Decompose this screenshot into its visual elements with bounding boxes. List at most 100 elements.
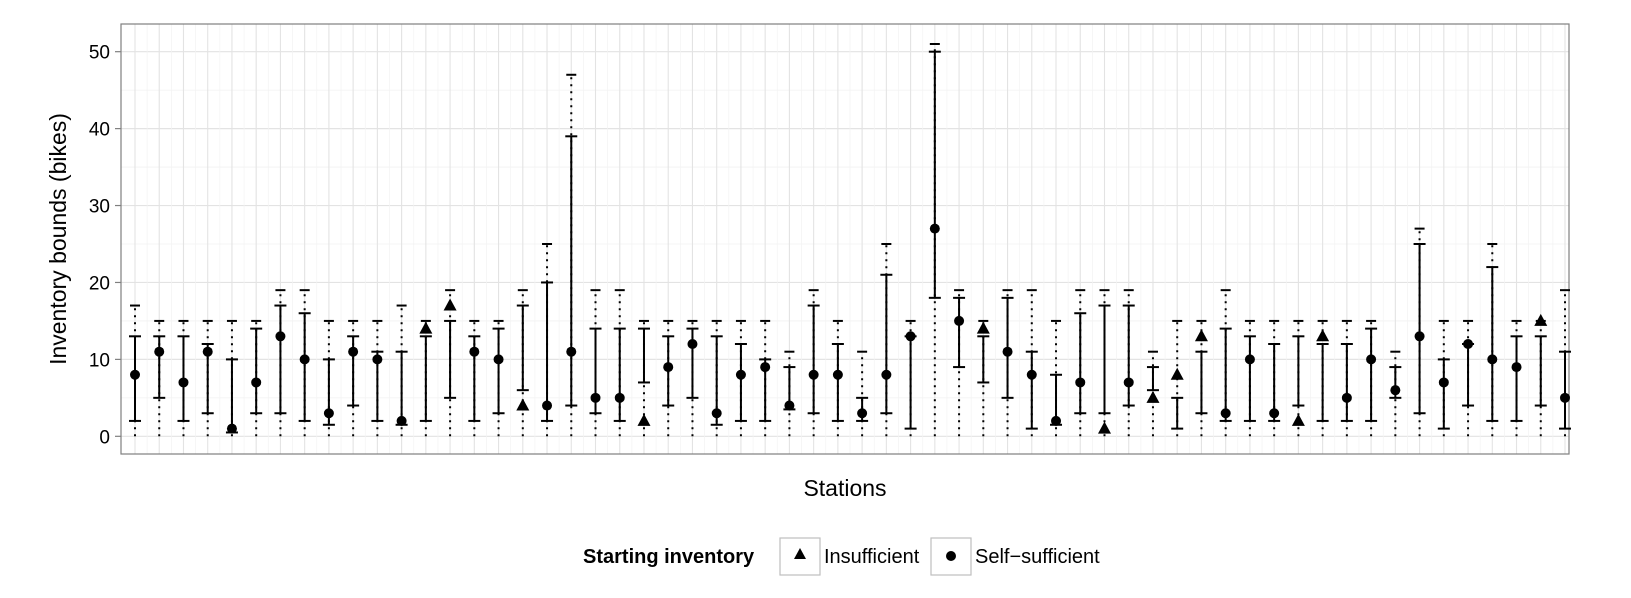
data-layer <box>129 43 1571 437</box>
start-point-circle <box>1438 377 1449 388</box>
station-50 <box>1316 319 1330 437</box>
start-point-circle <box>1366 354 1377 365</box>
station-7 <box>274 289 287 437</box>
start-point-circle <box>251 377 262 388</box>
start-point-circle <box>711 408 722 419</box>
station-51 <box>1340 319 1353 437</box>
station-43 <box>1146 350 1160 437</box>
station-9 <box>322 319 335 437</box>
station-6 <box>250 319 263 437</box>
station-53 <box>1389 350 1402 437</box>
legend-circle-icon <box>946 551 956 561</box>
station-32 <box>880 243 893 437</box>
start-point-circle <box>1051 415 1062 426</box>
station-34 <box>928 43 941 437</box>
station-55 <box>1437 319 1450 437</box>
start-point-circle <box>348 346 359 357</box>
station-17 <box>516 289 530 437</box>
station-11 <box>371 319 384 437</box>
start-point-triangle <box>1170 367 1184 380</box>
start-point-circle <box>760 362 771 373</box>
station-21 <box>613 289 626 437</box>
legend-key-insufficient <box>779 537 821 576</box>
station-45 <box>1194 319 1208 437</box>
station-44 <box>1170 319 1184 437</box>
station-58 <box>1510 319 1523 437</box>
y-axis: 0 10 20 30 40 50 <box>89 43 121 448</box>
start-point-circle <box>493 354 504 365</box>
start-point-circle <box>1511 362 1522 373</box>
start-point-circle <box>1414 331 1425 342</box>
start-point-circle <box>1390 385 1401 396</box>
start-point-triangle <box>516 398 530 411</box>
start-point-circle <box>1560 392 1570 403</box>
start-point-circle <box>1244 354 1255 365</box>
station-47 <box>1243 319 1256 437</box>
start-point-circle <box>299 354 310 365</box>
start-point-circle <box>663 362 674 373</box>
station-38 <box>1025 289 1038 437</box>
start-point-circle <box>1002 346 1013 357</box>
y-tick-label: 40 <box>89 120 110 141</box>
start-point-triangle <box>1316 329 1330 342</box>
station-46 <box>1219 289 1232 437</box>
start-point-circle <box>1026 369 1037 380</box>
start-point-triangle <box>1097 421 1111 434</box>
start-point-triangle <box>419 321 433 334</box>
station-30 <box>831 319 844 437</box>
station-36 <box>976 319 990 437</box>
start-point-circle <box>1220 408 1231 419</box>
start-point-circle <box>881 369 892 380</box>
station-24 <box>686 319 699 437</box>
legend-label-insufficient: Insufficient <box>824 546 920 568</box>
start-point-circle <box>1123 377 1134 388</box>
start-point-triangle <box>976 321 990 334</box>
start-point-triangle <box>637 413 651 426</box>
station-39 <box>1050 319 1063 437</box>
station-60 <box>1559 289 1571 437</box>
station-5 <box>225 319 238 437</box>
grid-layer <box>121 24 1569 454</box>
station-42 <box>1122 289 1135 437</box>
station-4 <box>201 319 214 437</box>
station-56 <box>1462 319 1475 437</box>
start-point-circle <box>784 400 795 411</box>
station-23 <box>662 319 675 437</box>
start-point-circle <box>323 408 334 419</box>
station-2 <box>153 319 166 437</box>
start-point-circle <box>735 369 746 380</box>
y-tick-label: 30 <box>89 197 110 218</box>
station-48 <box>1268 319 1281 437</box>
station-29 <box>807 289 820 437</box>
start-point-circle <box>1487 354 1498 365</box>
start-point-triangle <box>1194 329 1208 342</box>
start-point-triangle <box>1291 413 1305 426</box>
station-25 <box>710 319 723 437</box>
start-point-circle <box>469 346 480 357</box>
station-18 <box>541 243 554 437</box>
start-point-circle <box>566 346 577 357</box>
y-tick-label: 10 <box>89 350 110 371</box>
legend-title: Starting inventory <box>583 546 755 568</box>
start-point-circle <box>614 392 625 403</box>
station-1 <box>129 304 141 437</box>
station-15 <box>468 319 481 437</box>
station-31 <box>856 350 869 437</box>
station-19 <box>565 73 578 437</box>
start-point-circle <box>275 331 286 342</box>
start-point-circle <box>226 423 237 434</box>
station-10 <box>347 319 360 437</box>
start-point-circle <box>542 400 553 411</box>
start-point-circle <box>154 346 165 357</box>
station-35 <box>953 289 966 437</box>
y-tick-label: 0 <box>99 427 110 448</box>
start-point-circle <box>1463 339 1474 349</box>
start-point-circle <box>832 369 843 380</box>
station-49 <box>1291 319 1305 437</box>
station-41 <box>1097 289 1111 437</box>
station-8 <box>298 289 311 437</box>
station-40 <box>1074 289 1087 437</box>
station-37 <box>1001 289 1014 437</box>
